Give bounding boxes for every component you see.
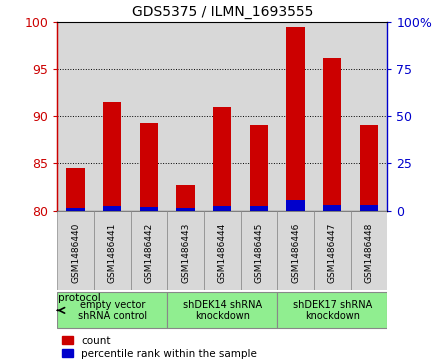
Bar — [241, 211, 277, 290]
Bar — [131, 211, 167, 290]
Text: empty vector
shRNA control: empty vector shRNA control — [77, 299, 147, 321]
Bar — [167, 211, 204, 290]
Text: GSM1486440: GSM1486440 — [71, 223, 80, 283]
Bar — [66, 208, 85, 211]
Title: GDS5375 / ILMN_1693555: GDS5375 / ILMN_1693555 — [132, 5, 313, 19]
Text: shDEK17 shRNA
knockdown: shDEK17 shRNA knockdown — [293, 299, 372, 321]
Bar — [360, 125, 378, 211]
Bar — [323, 205, 341, 211]
Bar — [176, 185, 195, 211]
Text: GSM1486445: GSM1486445 — [254, 223, 264, 283]
Text: shDEK14 shRNA
knockdown: shDEK14 shRNA knockdown — [183, 299, 262, 321]
Bar — [213, 107, 231, 211]
Text: GSM1486442: GSM1486442 — [144, 223, 154, 283]
Bar — [277, 293, 387, 328]
Bar — [314, 211, 351, 290]
Bar — [94, 211, 131, 290]
Text: GSM1486444: GSM1486444 — [218, 223, 227, 283]
Bar — [176, 208, 195, 211]
Bar — [360, 205, 378, 211]
Bar — [103, 206, 121, 211]
Text: GSM1486446: GSM1486446 — [291, 223, 300, 283]
Bar — [140, 207, 158, 211]
Bar — [213, 206, 231, 211]
Text: GSM1486443: GSM1486443 — [181, 223, 190, 283]
Bar — [204, 211, 241, 290]
Text: GSM1486448: GSM1486448 — [364, 223, 374, 283]
Bar — [103, 102, 121, 211]
Text: protocol: protocol — [58, 293, 100, 303]
Bar — [57, 211, 94, 290]
Text: GSM1486447: GSM1486447 — [328, 223, 337, 283]
Bar — [57, 293, 167, 328]
Bar — [351, 211, 387, 290]
Bar — [286, 28, 305, 211]
Legend: count, percentile rank within the sample: count, percentile rank within the sample — [62, 335, 257, 359]
Bar — [250, 206, 268, 211]
Bar — [277, 211, 314, 290]
Bar — [286, 200, 305, 211]
Bar — [250, 125, 268, 211]
Bar — [323, 58, 341, 211]
Text: GSM1486441: GSM1486441 — [108, 223, 117, 283]
Bar — [167, 293, 277, 328]
Bar — [140, 123, 158, 211]
Bar — [66, 168, 85, 211]
